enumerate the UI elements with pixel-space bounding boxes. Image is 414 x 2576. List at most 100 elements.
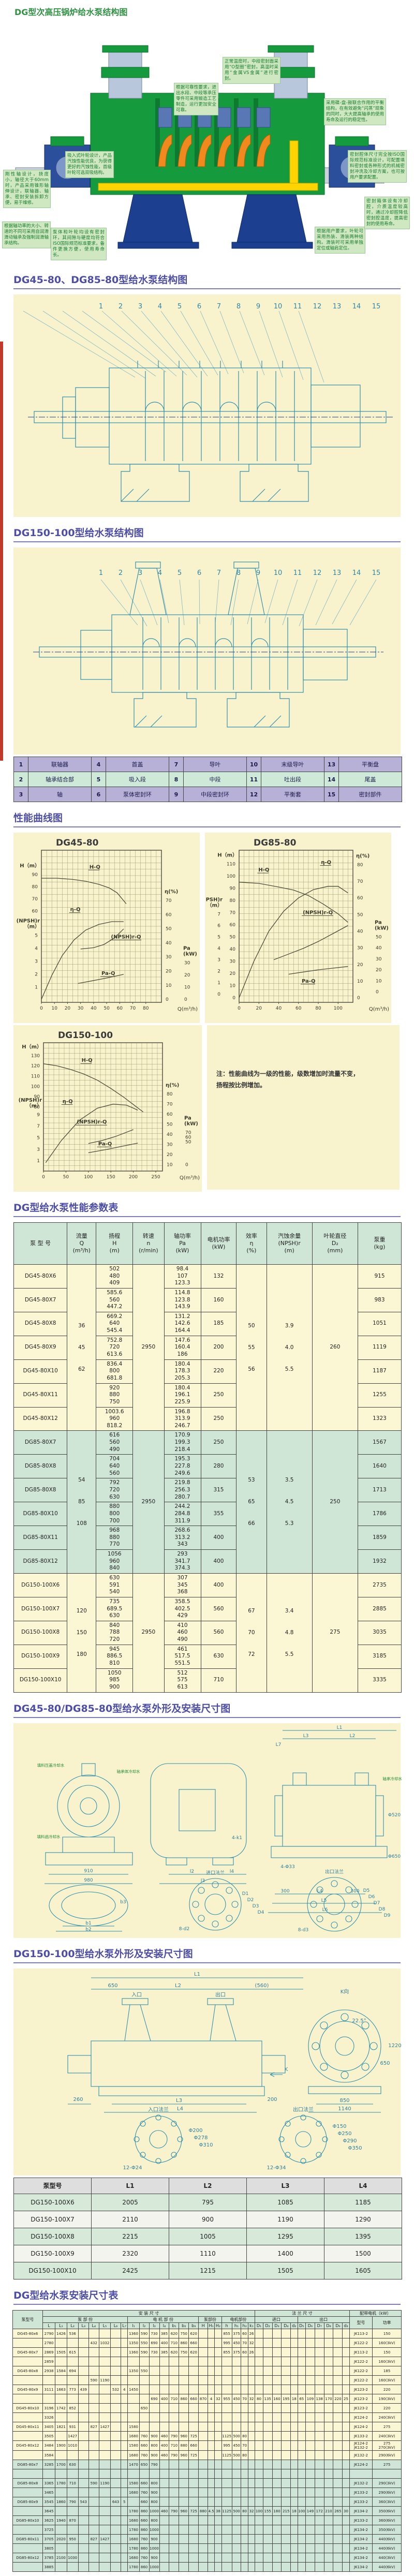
callout: 刚性轴设计，挠度小，轴径大于60mm时，产品采用锥形轴伸设计，联轴器、轴承、密封… bbox=[3, 170, 51, 209]
table-cell bbox=[247, 2357, 256, 2367]
table-cell bbox=[214, 2515, 222, 2526]
svg-text:300: 300 bbox=[350, 1889, 359, 1894]
table-cell bbox=[290, 2440, 298, 2451]
table-cell bbox=[297, 2525, 306, 2535]
table-cell bbox=[290, 2347, 298, 2358]
svg-text:10: 10 bbox=[167, 1163, 173, 1168]
table-cell bbox=[305, 2478, 315, 2489]
table-cell bbox=[262, 2440, 273, 2451]
table-cell: 195.3 227.8 249.6 bbox=[164, 1454, 201, 1479]
table-cell: 流量 Q (m³/h) bbox=[67, 1222, 97, 1265]
table-cell bbox=[139, 2357, 150, 2367]
table-cell: 439 bbox=[78, 2385, 89, 2395]
table-cell bbox=[207, 2534, 215, 2544]
table-cell bbox=[333, 2338, 343, 2348]
table-cell bbox=[255, 2329, 263, 2339]
table-row: DG85-80X10 880 800 700 244.2 284.8 311.9 35… bbox=[13, 1502, 402, 1527]
table-cell bbox=[78, 2394, 89, 2404]
table-cell bbox=[110, 2469, 122, 2479]
table-cell bbox=[333, 2422, 343, 2432]
table-cell bbox=[290, 2460, 298, 2470]
section-rule bbox=[13, 826, 401, 827]
table-cell: JK123-2 bbox=[349, 2394, 373, 2404]
table-cell bbox=[78, 2553, 89, 2563]
table-cell bbox=[297, 2562, 306, 2572]
table-cell bbox=[127, 2412, 140, 2423]
table-cell bbox=[98, 2553, 111, 2563]
table-cell bbox=[159, 2562, 170, 2572]
table-cell: 4 bbox=[207, 2394, 215, 2404]
table-cell bbox=[255, 2543, 263, 2554]
table-cell: 26 bbox=[247, 2329, 256, 2339]
table-cell bbox=[247, 2543, 256, 2554]
table-cell bbox=[78, 2506, 89, 2516]
table-cell: 620 bbox=[188, 2329, 199, 2339]
table-cell bbox=[333, 2534, 343, 2544]
table-cell bbox=[169, 2412, 180, 2423]
callout: 密封箱体设有冷却腔，介质温度较高时，通过冷却腔降低密封腔温度，提高密封的使用寿命… bbox=[364, 197, 410, 230]
table-cell: 平衡盘 bbox=[338, 757, 402, 772]
performance-chart-dg45-80: DG45-80 0 10 20 30 40 50 60 70 80 Q(m³/h) 90 80 70 60 H… bbox=[13, 833, 200, 1023]
table-cell: 2110 bbox=[91, 2210, 169, 2228]
table-cell: 3185 bbox=[357, 1644, 402, 1669]
table-cell bbox=[198, 2329, 208, 2339]
svg-text:Φ250: Φ250 bbox=[338, 2131, 352, 2137]
table-cell bbox=[121, 2403, 128, 2414]
table-cell bbox=[241, 2525, 248, 2535]
table-cell bbox=[255, 2478, 263, 2489]
table-row: 泵型号安 装 尺 寸法 兰 尺 寸配带电机（kW） bbox=[12, 2309, 402, 2330]
table-cell bbox=[12, 2450, 43, 2461]
table-cell: 215 bbox=[281, 2506, 291, 2516]
table-cell bbox=[314, 2553, 324, 2563]
table-cell bbox=[333, 2329, 343, 2339]
table-cell bbox=[12, 2338, 43, 2348]
table-cell bbox=[179, 2403, 189, 2414]
table-cell: 550 bbox=[139, 2338, 150, 2348]
table-cell bbox=[297, 2422, 306, 2432]
table-cell bbox=[78, 2403, 89, 2414]
table-cell: 80 bbox=[255, 2394, 263, 2404]
table-cell bbox=[323, 2357, 334, 2367]
part-number: 3 bbox=[138, 569, 143, 577]
table-cell bbox=[314, 2440, 324, 2451]
svg-text:60: 60 bbox=[167, 1112, 173, 1117]
table-cell bbox=[198, 2543, 208, 2554]
table-cell bbox=[323, 2488, 334, 2498]
table-cell bbox=[66, 2394, 79, 2404]
table-cell: 730 bbox=[149, 2329, 160, 2339]
table-cell bbox=[188, 2553, 199, 2563]
table-cell: 效率 η (%) bbox=[236, 1222, 267, 1265]
table-cell: 38 bbox=[214, 2506, 222, 2516]
table-cell: 1470 bbox=[127, 2460, 140, 2470]
table-cell bbox=[159, 2469, 170, 2479]
table-cell: DG150-100X6 bbox=[13, 1573, 68, 1597]
table-cell: 1190 bbox=[98, 2375, 111, 2386]
table-cell: 795 bbox=[169, 2193, 247, 2211]
svg-text:10: 10 bbox=[357, 979, 363, 984]
table-cell bbox=[159, 2478, 170, 2489]
svg-text:3: 3 bbox=[217, 958, 220, 963]
svg-text:5: 5 bbox=[35, 934, 38, 939]
table-cell: DG85-80x11 bbox=[12, 2534, 43, 2544]
table-cell bbox=[290, 2366, 298, 2376]
svg-text:轴承体冷却水: 轴承体冷却水 bbox=[117, 1769, 140, 1774]
table-cell: 440(6kV) bbox=[372, 2543, 402, 2554]
table-cell bbox=[314, 2375, 324, 2386]
table-cell bbox=[333, 2450, 343, 2461]
table-cell bbox=[333, 2366, 343, 2376]
svg-text:80: 80 bbox=[357, 863, 363, 868]
table-cell bbox=[188, 2357, 199, 2367]
table-cell bbox=[214, 2440, 222, 2451]
table-cell: 1125 bbox=[221, 2431, 232, 2441]
table-cell: 250 bbox=[200, 1383, 237, 1408]
table-cell: h bbox=[221, 2322, 232, 2330]
table-cell bbox=[305, 2525, 315, 2535]
table-cell: 710 bbox=[169, 2440, 180, 2451]
table-cell bbox=[139, 2385, 150, 2395]
table-cell: 827 bbox=[88, 2534, 99, 2544]
svg-text:50: 50 bbox=[166, 927, 172, 932]
table-cell: DG150-100X7 bbox=[13, 1596, 68, 1621]
table-cell: 1350 bbox=[127, 2366, 140, 2376]
table-cell bbox=[281, 2450, 291, 2461]
table-cell bbox=[262, 2366, 273, 2376]
